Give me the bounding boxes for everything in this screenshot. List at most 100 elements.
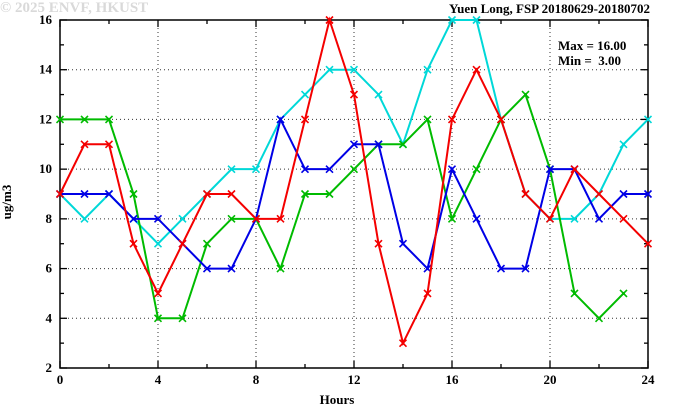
red-series-marker: [349, 90, 359, 99]
red-series-marker: [594, 189, 604, 199]
red-series-marker: [325, 15, 334, 25]
blue-series-marker: [398, 239, 408, 248]
blue-series-marker: [594, 214, 604, 223]
green-series-marker: [80, 115, 89, 124]
y-tick-label: 8: [46, 211, 53, 226]
chart-title: Yuen Long, FSP 20180629-20180702: [448, 1, 650, 16]
red-series-marker: [619, 214, 628, 223]
cyan-series-marker: [227, 165, 236, 174]
x-axis-title: Hours: [319, 392, 355, 407]
green-series-marker: [594, 314, 604, 323]
x-tick-label: 20: [544, 372, 557, 387]
red-series-marker: [55, 189, 65, 199]
cyan-series-marker: [447, 15, 457, 25]
y-axis-title: ug/m3: [0, 184, 14, 220]
y-tick-label: 2: [46, 360, 53, 375]
green-series-marker: [276, 264, 285, 273]
blue-series-marker: [325, 165, 334, 174]
red-series-marker: [129, 239, 138, 248]
blue-series-marker: [227, 264, 236, 273]
cyan-series-marker: [643, 115, 653, 124]
green-series-marker: [349, 165, 359, 174]
blue-series-marker: [521, 264, 530, 273]
red-series-marker: [374, 239, 383, 248]
blue-series-marker: [300, 165, 310, 174]
cyan-series-marker: [178, 214, 187, 223]
green-series-marker: [521, 90, 530, 99]
green-series-marker: [423, 115, 432, 124]
green-series-marker: [472, 165, 481, 174]
cyan-series-marker: [570, 214, 579, 223]
y-tick-label: 4: [46, 310, 53, 325]
cyan-series-marker: [325, 65, 334, 74]
x-tick-label: 8: [253, 372, 260, 387]
y-tick-label: 6: [46, 261, 53, 276]
red-series-marker: [570, 165, 579, 174]
green-series-line: [60, 92, 625, 320]
cyan-series-marker: [251, 165, 261, 174]
cyan-series-marker: [374, 90, 383, 99]
red-series-marker: [300, 115, 310, 124]
red-series-marker: [178, 239, 187, 248]
green-series-marker: [447, 214, 457, 223]
red-series-marker: [545, 214, 555, 223]
cyan-series-marker: [619, 140, 628, 149]
red-series-marker: [227, 189, 236, 199]
cyan-series-marker: [300, 90, 310, 99]
x-tick-label: 12: [348, 372, 361, 387]
green-series-marker: [104, 115, 114, 124]
blue-series-marker: [276, 115, 285, 124]
y-tick-label: 16: [39, 12, 53, 27]
x-tick-label: 16: [446, 372, 460, 387]
blue-series-line: [60, 116, 648, 271]
green-series-marker: [153, 314, 163, 323]
cyan-series-marker: [153, 239, 163, 248]
blue-series-marker: [129, 214, 138, 223]
legend-box: Max = 16.00 Min = 3.00: [558, 38, 626, 68]
cyan-series-marker: [349, 65, 359, 74]
blue-series-marker: [643, 189, 653, 199]
blue-series-marker: [153, 214, 163, 223]
x-tick-label: 24: [642, 372, 656, 387]
blue-series-marker: [104, 189, 114, 199]
green-series-marker: [202, 239, 212, 248]
red-series-marker: [398, 339, 408, 348]
red-series-marker: [80, 140, 89, 149]
green-series-marker: [619, 289, 628, 298]
blue-series-marker: [619, 189, 628, 199]
blue-series-marker: [447, 165, 457, 174]
blue-series-marker: [545, 165, 555, 174]
green-series-marker: [398, 140, 408, 149]
legend-max-label: Max = 16.00: [558, 38, 627, 53]
y-tick-label: 14: [39, 62, 53, 77]
green-series-marker: [178, 314, 187, 323]
y-tick-label: 10: [39, 161, 52, 176]
blue-series-marker: [349, 140, 359, 149]
x-tick-label: 0: [57, 372, 64, 387]
red-series-marker: [496, 115, 506, 124]
red-series-marker: [251, 214, 261, 223]
green-series-marker: [325, 189, 334, 199]
cyan-series-marker: [472, 15, 481, 25]
red-series-marker: [202, 189, 212, 199]
blue-series-marker: [80, 189, 89, 199]
green-series-marker: [570, 289, 579, 298]
red-series-marker: [423, 289, 432, 298]
red-series-marker: [472, 65, 481, 74]
red-series-marker: [104, 140, 114, 149]
red-series-marker: [447, 115, 457, 124]
green-series-marker: [55, 115, 65, 124]
blue-series-marker: [496, 264, 506, 273]
x-tick-label: 4: [155, 372, 162, 387]
blue-series-marker: [472, 214, 481, 223]
y-tick-label: 12: [39, 111, 52, 126]
legend-min-label: Min = 3.00: [558, 53, 622, 68]
cyan-series-marker: [80, 214, 89, 223]
blue-series-marker: [202, 264, 212, 273]
blue-series-marker: [374, 140, 383, 149]
red-series-marker: [643, 239, 653, 248]
green-series-marker: [129, 189, 138, 199]
cyan-series-marker: [423, 65, 432, 74]
